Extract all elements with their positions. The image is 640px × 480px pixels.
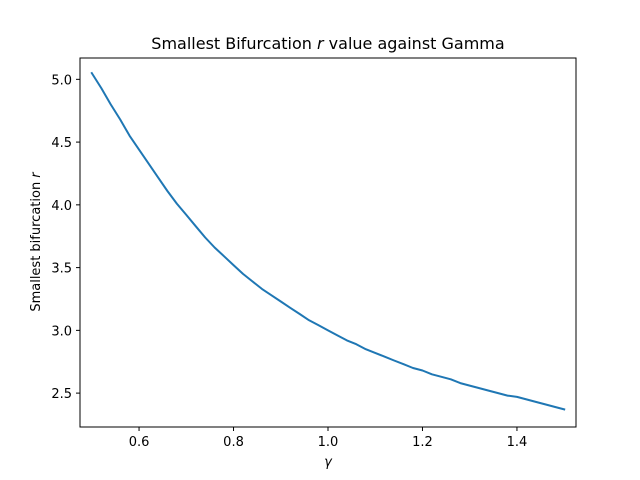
x-axis-ticks: 0.6 0.8 1.0 1.2 1.4 <box>129 427 528 450</box>
x-tick-label: 1.2 <box>412 435 433 450</box>
chart-title-part-3: value against Gamma <box>324 34 505 53</box>
x-tick-label: 1.4 <box>507 435 528 450</box>
plot-area <box>90 71 566 411</box>
y-tick-label: 3.0 <box>51 324 72 339</box>
chart-title-part-2: r <box>317 34 325 53</box>
y-tick-label: 3.5 <box>51 262 72 277</box>
y-tick-label: 2.5 <box>51 387 72 402</box>
y-axis-label-part-2: r <box>29 171 44 178</box>
y-tick-label: 4.5 <box>51 136 72 151</box>
x-tick-label: 0.8 <box>223 435 244 450</box>
y-tick-label: 4.0 <box>51 199 72 214</box>
y-axis-label: Smallest bifurcation r <box>29 171 44 312</box>
chart-title: Smallest Bifurcation r value against Gam… <box>151 34 504 53</box>
x-tick-label: 1.0 <box>318 435 339 450</box>
series-line <box>90 71 566 411</box>
y-tick-label: 5.0 <box>51 73 72 88</box>
x-tick-label: 0.6 <box>129 435 150 450</box>
y-axis-ticks: 2.5 3.0 3.5 4.0 4.5 5.0 <box>51 73 80 402</box>
y-axis-label-part-1: Smallest bifurcation <box>29 178 44 312</box>
chart-title-part-1: Smallest Bifurcation <box>151 34 317 53</box>
x-axis-label: γ <box>324 455 333 470</box>
